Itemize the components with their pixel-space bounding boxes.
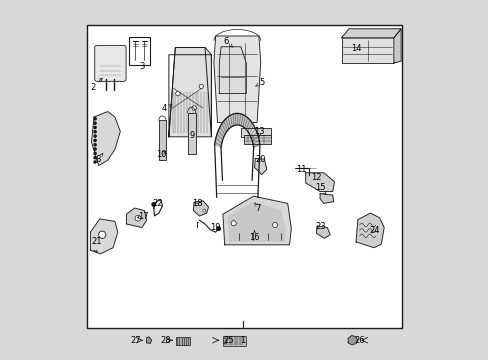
Bar [223,338,226,343]
Text: 14: 14 [350,44,361,53]
Polygon shape [341,29,400,38]
Bar [176,337,190,345]
Circle shape [94,148,96,150]
Text: 27: 27 [130,336,141,345]
Polygon shape [305,173,334,192]
Text: 24: 24 [369,226,379,235]
Circle shape [175,91,180,96]
Polygon shape [213,36,260,122]
Text: 22: 22 [153,199,163,208]
Text: 2: 2 [90,83,96,92]
Text: 15: 15 [315,184,325,193]
Bar [244,135,271,144]
Circle shape [94,122,96,124]
Bar [187,113,195,154]
Text: 9: 9 [189,131,195,140]
Text: 28: 28 [160,336,170,345]
Text: 19: 19 [209,223,220,232]
Polygon shape [316,226,329,238]
Polygon shape [393,29,400,63]
Circle shape [272,222,277,228]
Polygon shape [146,337,151,343]
Circle shape [94,118,96,120]
Text: 13: 13 [254,127,264,136]
Circle shape [94,144,96,146]
Circle shape [94,126,96,129]
Polygon shape [126,208,146,228]
Circle shape [94,161,96,163]
Polygon shape [193,201,208,216]
Text: 4: 4 [162,104,167,113]
Circle shape [94,139,96,141]
Text: 6: 6 [224,37,229,46]
Text: 7: 7 [255,204,260,213]
Polygon shape [91,112,120,166]
Polygon shape [90,219,118,254]
Circle shape [203,209,205,212]
Text: 11: 11 [296,165,306,174]
Circle shape [94,157,96,159]
Circle shape [216,227,220,230]
Text: 10: 10 [155,150,166,159]
Circle shape [94,135,96,137]
Text: 12: 12 [311,173,321,182]
Polygon shape [168,48,211,137]
Text: 5: 5 [259,78,264,87]
Circle shape [94,152,96,154]
Circle shape [94,131,96,133]
Text: 1: 1 [240,336,245,345]
Text: 26: 26 [354,336,364,345]
Polygon shape [254,158,266,175]
Text: 20: 20 [255,155,265,163]
Polygon shape [228,202,285,241]
Circle shape [231,221,236,226]
Text: 16: 16 [249,233,259,242]
Polygon shape [355,213,384,248]
Text: 25: 25 [223,336,233,345]
Text: 8: 8 [95,155,100,163]
Bar [241,128,271,137]
Polygon shape [320,194,333,203]
Polygon shape [347,336,357,345]
Circle shape [192,106,196,110]
Circle shape [135,215,141,221]
Bar [87,25,401,328]
Bar [341,38,393,63]
Circle shape [195,203,198,206]
Bar [128,37,150,65]
Text: 3: 3 [139,62,144,71]
Polygon shape [223,196,291,245]
Polygon shape [219,47,246,94]
Text: 21: 21 [91,237,102,246]
Polygon shape [214,113,260,147]
FancyBboxPatch shape [95,45,126,81]
Circle shape [199,84,203,89]
Text: 17: 17 [138,212,148,221]
Text: 18: 18 [192,199,203,208]
Circle shape [152,203,155,206]
Text: 23: 23 [315,222,325,231]
Circle shape [99,231,106,238]
Bar [223,336,246,346]
Bar [159,120,166,160]
